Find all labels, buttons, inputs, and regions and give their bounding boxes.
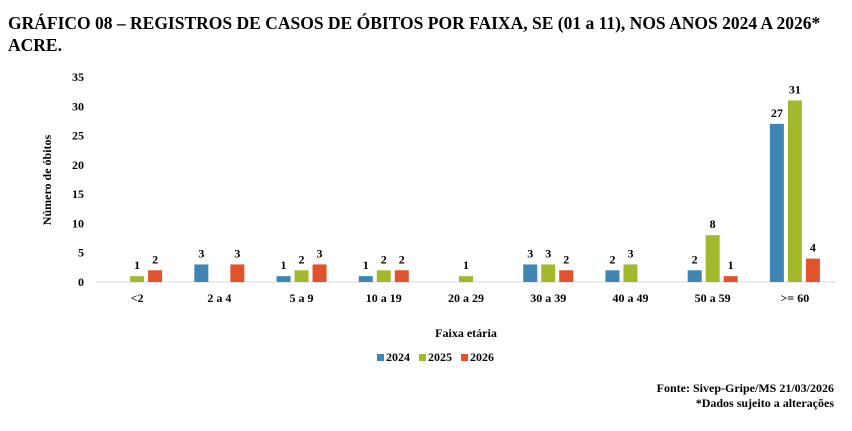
data-label: 27 <box>771 106 783 120</box>
bar-2026 <box>230 264 245 282</box>
bar-2025 <box>787 100 802 282</box>
x-tick-label: <2 <box>131 291 144 305</box>
note-text: *Dados sujeito a alterações <box>695 396 834 410</box>
data-label: 3 <box>317 246 323 260</box>
x-tick-label: 40 a 49 <box>612 291 648 305</box>
bar-2026 <box>805 258 820 282</box>
data-label: 2 <box>609 252 615 266</box>
data-label: 2 <box>563 252 569 266</box>
legend-label: 2026 <box>470 350 494 364</box>
x-axis-title: Faixa etária <box>435 326 497 340</box>
source-block: Fonte: Sivep-Gripe/MS 21/03/2026 *Dados … <box>657 381 834 411</box>
bar-2025 <box>294 270 309 282</box>
x-tick-label: 10 a 19 <box>366 291 402 305</box>
y-tick-label: 10 <box>72 216 84 230</box>
bar-2026 <box>394 270 409 282</box>
bar-2024 <box>769 123 784 282</box>
source-text: Fonte: Sivep-Gripe/MS 21/03/2026 <box>656 381 834 395</box>
data-label: 3 <box>527 246 533 260</box>
bar-2024 <box>358 276 373 282</box>
legend-swatch-2025 <box>419 354 426 361</box>
y-tick-label: 0 <box>78 275 84 289</box>
legend-label: 2024 <box>386 350 410 364</box>
legend-swatch-2024 <box>377 354 384 361</box>
data-label: 3 <box>198 246 204 260</box>
x-tick-label: >= 60 <box>781 291 810 305</box>
data-label: 8 <box>710 217 716 231</box>
data-label: 2 <box>399 252 405 266</box>
y-tick-label: 15 <box>72 187 84 201</box>
data-label: 3 <box>545 246 551 260</box>
y-tick-label: 35 <box>72 70 84 84</box>
bar-2024 <box>194 264 209 282</box>
y-axis-title: Número de óbitos <box>40 134 54 225</box>
x-tick-label: 20 a 29 <box>448 291 484 305</box>
data-label: 2 <box>299 252 305 266</box>
x-tick-label: 50 a 59 <box>695 291 731 305</box>
y-tick-label: 20 <box>72 158 84 172</box>
bar-2024 <box>687 270 702 282</box>
data-label: 2 <box>692 252 698 266</box>
bar-2025 <box>623 264 638 282</box>
bar-2024 <box>523 264 538 282</box>
y-tick-label: 5 <box>78 246 84 260</box>
data-label: 3 <box>627 246 633 260</box>
data-label: 1 <box>728 258 734 272</box>
y-tick-label: 30 <box>72 99 84 113</box>
data-label: 31 <box>789 82 801 96</box>
data-label: 3 <box>234 246 240 260</box>
data-label: 1 <box>134 258 140 272</box>
x-tick-label: 30 a 39 <box>530 291 566 305</box>
bar-2024 <box>276 276 291 282</box>
data-label: 1 <box>463 258 469 272</box>
bar-2025 <box>705 235 720 282</box>
data-label: 1 <box>281 258 287 272</box>
bar-2026 <box>312 264 327 282</box>
x-tick-label: 2 a 4 <box>207 291 231 305</box>
legend-label: 2025 <box>428 350 452 364</box>
legend-swatch-2026 <box>461 354 468 361</box>
bar-2025 <box>459 276 473 282</box>
data-label: 4 <box>810 241 816 255</box>
bar-2025 <box>541 264 556 282</box>
chart-title: GRÁFICO 08 – REGISTROS DE CASOS DE ÓBITO… <box>8 13 821 55</box>
bar-2025 <box>376 270 391 282</box>
bar-2026 <box>148 270 163 282</box>
bar-2026 <box>559 270 574 282</box>
data-label: 1 <box>363 258 369 272</box>
data-label: 2 <box>381 252 387 266</box>
bar-2026 <box>723 276 738 282</box>
bar-2024 <box>605 270 620 282</box>
y-tick-label: 25 <box>72 129 84 143</box>
x-tick-label: 5 a 9 <box>290 291 314 305</box>
data-label: 2 <box>152 252 158 266</box>
bar-2025 <box>130 276 145 282</box>
